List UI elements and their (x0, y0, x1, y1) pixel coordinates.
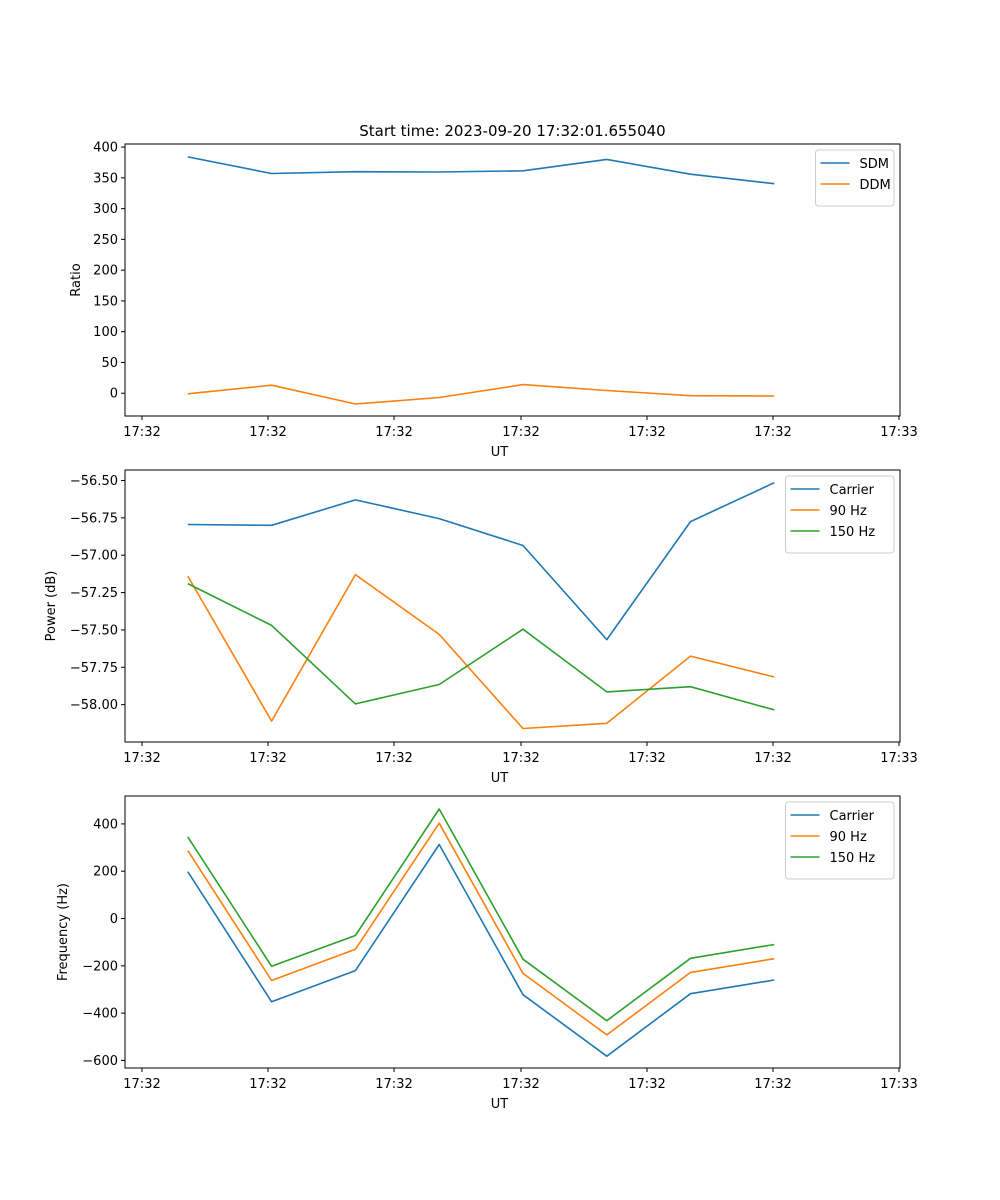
y-tick-label: −56.75 (70, 511, 118, 526)
legend-label-150-hz: 150 Hz (830, 851, 876, 866)
figure-title: Start time: 2023-09-20 17:32:01.655040 (359, 122, 665, 140)
legend-label-90-hz: 90 Hz (830, 504, 867, 519)
x-tick-label: 17:32 (249, 425, 286, 440)
x-tick-label: 17:32 (249, 751, 286, 766)
y-tick-label: 300 (93, 202, 118, 217)
y-tick-label: −57.50 (70, 623, 118, 638)
x-tick-label: 17:32 (754, 751, 791, 766)
axes-frame (124, 795, 901, 1069)
y-tick-label: −600 (82, 1054, 118, 1069)
y-tick-label: 50 (101, 356, 118, 371)
chart-panel-2: −58.00 −57.75 −57.50 −57.25 −57.00 −56.75 −56.… (44, 469, 918, 786)
panels: 0 50 100 150 200 250 300 350 400 17:32 17:32 17:32 1… (44, 141, 918, 1112)
series-line-carrier (187, 481, 775, 641)
axes-frame (124, 469, 901, 743)
y-tick-label: −58.00 (70, 698, 118, 713)
legend-label-ddm: DDM (860, 178, 891, 193)
legend-box (785, 475, 895, 554)
chart-panel-3: −600 −400 −200 0 200 400 17:32 17:32 17:32 17:32 1… (56, 795, 918, 1112)
y-tick-label: 400 (93, 141, 118, 156)
y-tick-label: 200 (93, 865, 118, 880)
y-tick-label: 0 (110, 912, 118, 927)
legend-label-carrier: Carrier (830, 483, 875, 498)
y-tick-label: −57.25 (70, 586, 118, 601)
series-line-ddm (187, 383, 775, 405)
x-tick-label: 17:32 (502, 751, 539, 766)
legend-label-150-hz: 150 Hz (830, 525, 876, 540)
series-line-sdm (187, 156, 775, 185)
y-tick-label: 0 (110, 387, 118, 402)
x-tick-label: 17:32 (123, 1077, 160, 1092)
x-tick-label: 17:32 (628, 1077, 665, 1092)
y-tick-label: −57.00 (70, 549, 118, 564)
series-line-150-hz (187, 808, 775, 1022)
x-tick-label: 17:32 (375, 425, 412, 440)
y-tick-label: 350 (93, 171, 118, 186)
y-tick-label: −57.75 (70, 661, 118, 676)
legend-label-carrier: Carrier (830, 809, 875, 824)
y-tick-label: 100 (93, 325, 118, 340)
x-tick-label: 17:32 (375, 751, 412, 766)
legend: Carrier 90 Hz 150 Hz (785, 801, 895, 880)
x-tick-label: 17:32 (502, 425, 539, 440)
x-tick-label: 17:32 (123, 425, 160, 440)
x-axis-label: UT (491, 445, 509, 460)
y-tick-label: 250 (93, 233, 118, 248)
x-tick-label: 17:32 (628, 425, 665, 440)
x-tick-label: 17:33 (880, 751, 917, 766)
x-tick-label: 17:32 (249, 1077, 286, 1092)
x-tick-label: 17:32 (502, 1077, 539, 1092)
legend-box (815, 149, 895, 207)
x-axis-label: UT (491, 771, 509, 786)
x-axis-label: UT (491, 1097, 509, 1112)
x-tick-label: 17:33 (880, 425, 917, 440)
y-axis-label: Power (dB) (44, 571, 59, 642)
series-line-90-hz (187, 822, 775, 1036)
y-tick-label: −200 (82, 959, 118, 974)
y-tick-label: 150 (93, 294, 118, 309)
x-tick-label: 17:32 (754, 425, 791, 440)
legend-label-90-hz: 90 Hz (830, 830, 867, 845)
axes-frame (124, 143, 901, 417)
legend: SDM DDM (815, 149, 895, 207)
x-tick-label: 17:33 (880, 1077, 917, 1092)
x-tick-label: 17:32 (375, 1077, 412, 1092)
y-axis-label: Frequency (Hz) (56, 883, 71, 981)
legend: Carrier 90 Hz 150 Hz (785, 475, 895, 554)
y-tick-label: −400 (82, 1007, 118, 1022)
x-tick-label: 17:32 (628, 751, 665, 766)
series-line-90-hz (187, 573, 775, 730)
x-tick-label: 17:32 (123, 751, 160, 766)
legend-box (785, 801, 895, 880)
series-line-150-hz (187, 582, 775, 711)
y-tick-label: −56.50 (70, 474, 118, 489)
y-tick-label: 400 (93, 817, 118, 832)
chart-panel-1: 0 50 100 150 200 250 300 350 400 17:32 17:32 17:32 1… (69, 141, 918, 460)
x-tick-label: 17:32 (754, 1077, 791, 1092)
y-axis-label: Ratio (69, 263, 84, 296)
legend-label-sdm: SDM (860, 157, 889, 172)
series-line-carrier (187, 843, 775, 1057)
y-tick-label: 200 (93, 264, 118, 279)
